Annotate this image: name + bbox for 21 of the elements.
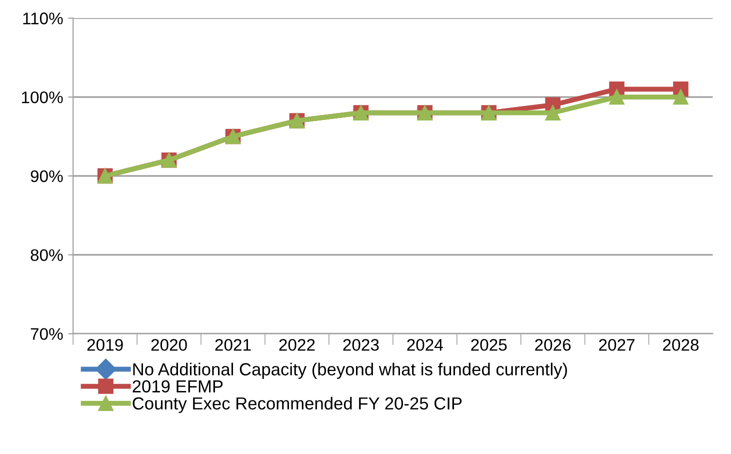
legend-label: No Additional Capacity (beyond what is funded currently) [133, 362, 567, 379]
y-tick-label: 90% [30, 170, 63, 182]
x-tick-label: 2028 [663, 338, 699, 351]
x-tick-label: 2027 [599, 338, 634, 351]
x-tick-label: 2021 [215, 338, 251, 351]
y-tick-label: 80% [30, 249, 63, 262]
y-tick-label: 100% [22, 91, 63, 104]
point [609, 89, 624, 105]
x-tick-label: 2022 [279, 338, 315, 351]
x-tick-label: 2026 [535, 338, 571, 351]
y-tick-label: 70% [30, 328, 63, 340]
y-tick-label: 110% [23, 12, 63, 24]
x-tick-label: 2020 [151, 338, 187, 351]
point [673, 89, 688, 105]
legend-label: County Exec Recommended FY 20-25 CIP [132, 396, 462, 414]
x-tick-label: 2023 [343, 338, 379, 351]
x-tick-label: 2024 [407, 338, 443, 351]
x-tick-label: 2025 [471, 338, 507, 351]
legend-label: 2019 EFMP [132, 380, 223, 393]
point [545, 105, 560, 120]
x-tick-label: 2019 [87, 338, 123, 351]
